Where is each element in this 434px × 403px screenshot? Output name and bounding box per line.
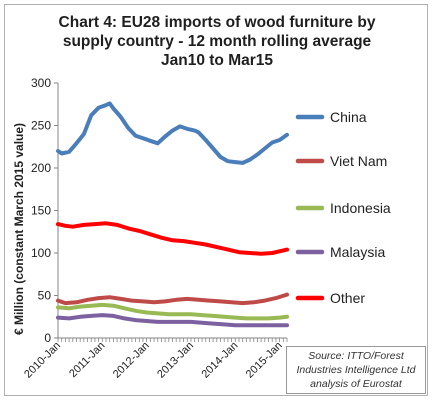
chart-title-line-3: Jan10 to Mar15 bbox=[161, 52, 273, 69]
series-line-indonesia bbox=[56, 302, 289, 321]
y-axis: 0 50 100 150 200 250 300 bbox=[31, 76, 59, 345]
y-tick-label: 0 bbox=[44, 331, 51, 345]
y-tick-label: 300 bbox=[31, 76, 51, 90]
y-tick-label: 50 bbox=[38, 289, 52, 303]
x-tick-label: 2012-Jan bbox=[111, 340, 152, 381]
x-tick-label: 2010-Jan bbox=[22, 340, 63, 381]
y-axis-label: € Million (constant March 2015 value) bbox=[12, 123, 26, 335]
chart-title-line-1: Chart 4: EU28 imports of wood furniture … bbox=[58, 14, 376, 31]
legend-label-viet-nam: Viet Nam bbox=[330, 153, 387, 169]
legend-label-other: Other bbox=[330, 290, 365, 306]
y-tick-label: 100 bbox=[31, 246, 51, 260]
legend-label-china: China bbox=[330, 109, 367, 125]
x-tick-label: 2014-Jan bbox=[199, 340, 240, 381]
x-tick-label: 2013-Jan bbox=[155, 340, 196, 381]
series-line-malaysia bbox=[56, 313, 289, 328]
source-note: Source: ITTO/Forest Industries Intellige… bbox=[286, 346, 426, 394]
chart-title-line-2: supply country - 12 month rolling averag… bbox=[62, 33, 372, 50]
y-tick-label: 200 bbox=[31, 161, 51, 175]
y-tick-label: 250 bbox=[31, 119, 51, 133]
legend: China Viet Nam Indonesia Malaysia Other bbox=[295, 109, 391, 306]
x-axis: 2010-Jan 2011-Jan 2012-Jan 2013-Jan 2014-Jan… bbox=[22, 337, 288, 381]
chart-frame bbox=[4, 4, 428, 396]
series-line-other bbox=[56, 221, 289, 256]
legend-label-indonesia: Indonesia bbox=[330, 200, 391, 216]
series-layer bbox=[56, 101, 289, 328]
series-line-china bbox=[56, 101, 289, 165]
x-tick-label: 2011-Jan bbox=[67, 340, 107, 380]
x-tick-label: 2015-Jan bbox=[244, 340, 285, 381]
y-tick-label: 150 bbox=[31, 204, 51, 218]
legend-label-malaysia: Malaysia bbox=[330, 244, 385, 260]
series-line-viet-nam bbox=[56, 292, 289, 306]
